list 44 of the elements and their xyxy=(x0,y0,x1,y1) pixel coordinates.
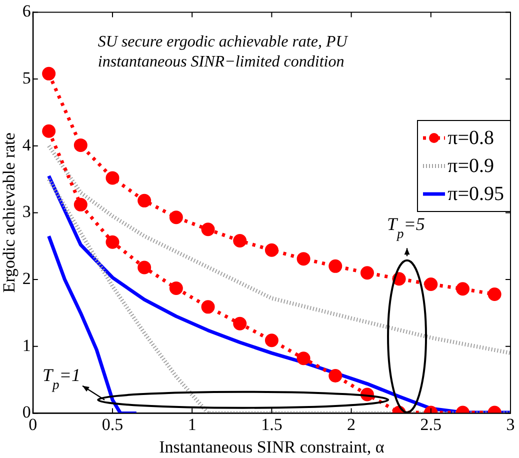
x-tick-label: 2 xyxy=(347,414,356,434)
y-tick-label: 5 xyxy=(22,68,31,88)
point xyxy=(360,266,374,280)
point xyxy=(138,260,152,274)
y-tick-label: 4 xyxy=(22,135,32,154)
y-tick-label: 0 xyxy=(22,402,31,422)
line-series xyxy=(46,144,510,356)
point xyxy=(169,281,183,295)
y-tick-label: 6 xyxy=(22,2,31,21)
x-axis-title: Instantaneous SINR constraint, α xyxy=(159,437,384,456)
y-tick-label: 2 xyxy=(22,269,31,288)
point xyxy=(201,222,215,236)
point xyxy=(233,316,247,330)
point xyxy=(456,282,470,296)
legend-label: π=0.8 xyxy=(448,126,494,150)
y-axis-title: Ergodic achievable rate xyxy=(0,132,19,293)
point xyxy=(201,300,215,314)
point xyxy=(42,66,56,80)
point xyxy=(138,194,152,208)
point xyxy=(264,334,278,348)
point xyxy=(42,124,56,138)
point xyxy=(488,287,502,301)
x-tick-label: 1 xyxy=(188,414,196,434)
legend-label: π=0.9 xyxy=(448,154,494,178)
point xyxy=(169,210,183,224)
text: SU secure ergodic achievable rate, PU instantaneous SINR−limited condition xyxy=(98,33,349,70)
point xyxy=(106,235,120,249)
legend-label: π=0.95 xyxy=(448,182,504,206)
point xyxy=(424,277,438,291)
point xyxy=(328,369,342,383)
point xyxy=(296,252,310,266)
point xyxy=(74,138,88,152)
y-tick-label: 1 xyxy=(22,336,31,355)
x-tick-label: 1.5 xyxy=(261,414,282,434)
point xyxy=(328,259,342,273)
point xyxy=(74,198,88,212)
point xyxy=(296,352,310,366)
x-tick-label: 0.5 xyxy=(102,414,124,434)
point xyxy=(106,171,120,185)
x-tick-label: 2.5 xyxy=(420,414,442,434)
point xyxy=(264,243,278,257)
y-tick-label: 3 xyxy=(22,202,31,222)
point xyxy=(233,234,247,248)
x-tick-label: 3 xyxy=(506,414,515,434)
